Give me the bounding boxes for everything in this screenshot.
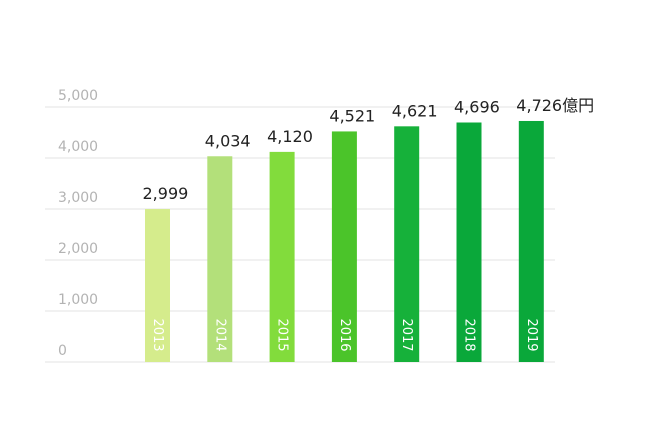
value-label-2017: 4,621: [392, 101, 438, 120]
year-label-2019: 2019: [524, 318, 539, 351]
bar-2014: [207, 156, 233, 362]
value-label-2013: 2,999: [143, 184, 189, 203]
value-label-2018: 4,696: [454, 98, 500, 117]
y-tick-label: 2,000: [58, 241, 98, 257]
bar-2013: [145, 209, 170, 362]
value-label-2014: 4,034: [205, 131, 251, 150]
year-label-2015: 2015: [275, 318, 290, 351]
labels-layer: 2,999 2013 4,034 2014 4,120 2015 4,521 2016 4,62…: [143, 96, 595, 352]
bar-2019: [518, 120, 544, 362]
y-tick-label: 3,000: [58, 190, 98, 206]
bar-2015: [269, 151, 295, 362]
value-label-2019: 4,726億円: [516, 96, 594, 115]
y-tick-label: 0: [58, 343, 67, 359]
bar-2016: [331, 131, 357, 362]
y-tick-label: 5,000: [58, 88, 98, 104]
year-label-2017: 2017: [399, 318, 414, 351]
year-label-2013: 2013: [150, 318, 165, 351]
year-label-2018: 2018: [462, 318, 477, 351]
year-label-2014: 2014: [212, 318, 227, 351]
bar-2017: [394, 126, 420, 362]
value-label-2016: 4,521: [329, 106, 375, 125]
y-tick-label: 1,000: [58, 292, 98, 308]
bars-layer: [145, 120, 544, 362]
year-label-2016: 2016: [337, 318, 352, 351]
bar-2018: [456, 122, 482, 362]
y-tick-label: 4,000: [58, 139, 98, 155]
value-label-2015: 4,120: [267, 127, 313, 146]
